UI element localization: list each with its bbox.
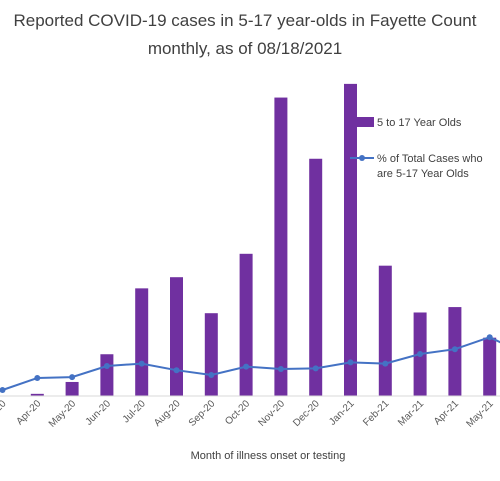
line-point-Mar-20 (0, 387, 6, 393)
x-tick-Apr-20: Apr-20 (14, 398, 43, 427)
legend-bar-swatch (350, 117, 374, 127)
x-tick-Feb-21: Feb-21 (361, 398, 391, 428)
line-point-May-20 (69, 374, 76, 381)
x-tick-Sep-20: Sep-20 (187, 398, 218, 429)
bar-Dec-20 (309, 158, 323, 396)
x-axis-label: Month of illness onset or testing (191, 450, 346, 462)
x-tick-Aug-20: Aug-20 (152, 398, 183, 429)
x-tick-Jun-20: Jun-20 (84, 398, 114, 428)
bar-Jul-20 (135, 288, 149, 396)
x-tick-Jan-21: Jan-21 (327, 398, 357, 428)
line-point-Aug-20 (173, 367, 180, 374)
bar-Nov-20 (274, 97, 288, 396)
legend-bar-label: 5 to 17 Year Olds (377, 117, 462, 129)
x-tick-Apr-21: Apr-21 (432, 398, 461, 427)
line-point-Dec-20 (312, 365, 319, 372)
x-tick-Mar-20: Mar-20 (0, 398, 9, 428)
line-point-Feb-21 (382, 360, 389, 367)
bar-series-group (30, 83, 497, 396)
line-pct-total (2, 336, 500, 391)
bar-Feb-21 (378, 265, 392, 396)
chart-title-line-1: Reported COVID-19 cases in 5-17 year-old… (13, 11, 476, 30)
x-tick-labels: Mar-20 Apr-20 May-20 Jun-20 Jul-20 Aug-20 Sep-… (0, 398, 496, 430)
bar-Apr-20 (30, 393, 44, 396)
line-series-group (0, 334, 500, 393)
x-tick-Dec-20: Dec-20 (291, 398, 322, 429)
bar-Jun-20 (100, 354, 114, 396)
line-point-Jun-20 (103, 363, 110, 369)
legend-line-label-2: are 5-17 Year Olds (377, 168, 469, 180)
bar-Oct-20 (239, 253, 253, 396)
x-tick-May-21: May-21 (464, 398, 496, 430)
x-tick-May-20: May-20 (47, 398, 79, 430)
bar-Sep-20 (204, 313, 218, 396)
line-point-Sep-20 (208, 372, 215, 378)
chart-title-line-2: monthly, as of 08/18/2021 (148, 39, 342, 58)
x-tick-Nov-20: Nov-20 (256, 398, 287, 429)
line-point-May-21 (486, 334, 493, 341)
legend-line-label-1: % of Total Cases who (377, 153, 483, 165)
x-tick-Oct-20: Oct-20 (223, 398, 252, 427)
x-tick-Jul-20: Jul-20 (121, 398, 148, 425)
legend: 5 to 17 Year Olds % of Total Cases who a… (350, 117, 483, 180)
line-point-Apr-20 (34, 375, 41, 381)
line-point-Nov-20 (277, 366, 284, 372)
bar-Jan-21 (344, 83, 357, 396)
line-point-Mar-21 (417, 351, 424, 357)
bar-May-20 (65, 381, 79, 396)
bar-Aug-20 (170, 277, 183, 396)
line-point-Jul-20 (138, 360, 145, 367)
line-point-Apr-21 (451, 346, 458, 353)
line-point-Jan-21 (347, 359, 354, 366)
x-tick-Mar-21: Mar-21 (396, 398, 426, 428)
line-point-Oct-20 (243, 363, 250, 370)
bar-May-21 (483, 337, 497, 396)
legend-line-marker (359, 155, 365, 161)
